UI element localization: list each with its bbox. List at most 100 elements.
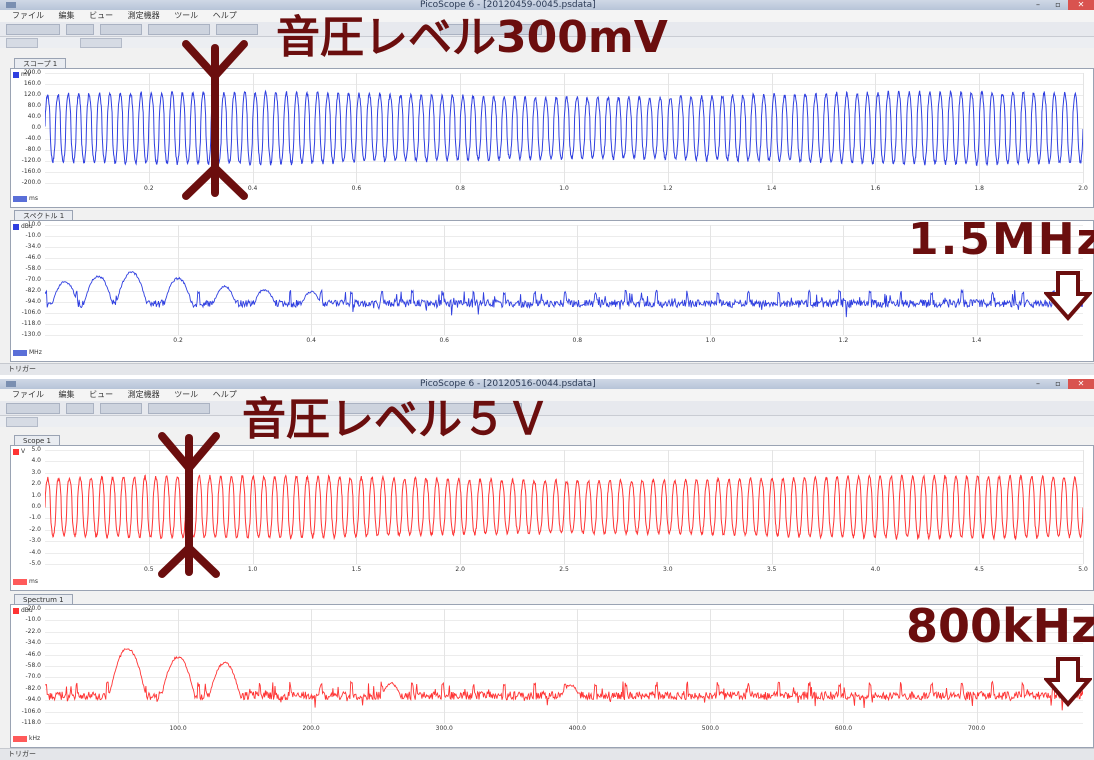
title-bar: PicoScope 6 - [20120516-0044.psdata] – ▫… [0,379,1094,389]
toolbar-button[interactable] [100,24,142,35]
toolbar-button[interactable] [148,24,210,35]
grid-line [45,609,1083,610]
tab-scope-1[interactable]: スコープ 1 [14,58,67,69]
grid-line [45,291,1083,292]
grid-line [979,450,981,564]
maximize-button[interactable]: ▫ [1055,0,1061,9]
toolbar-button[interactable] [80,38,122,48]
grid-line [45,335,1083,336]
menu-edit[interactable]: 編集 [58,390,75,399]
grid-line [667,73,669,183]
tab-scope-1[interactable]: Scope 1 [14,435,61,446]
y-tick-label: 3.0 [31,468,41,476]
toolbar-button[interactable] [216,24,258,35]
y-tick-label: -40.0 [25,135,41,142]
menu-help[interactable]: ヘルプ [212,390,237,399]
x-tick-label: 700.0 [967,725,986,732]
grid-line [45,564,1083,565]
menu-view[interactable]: ビュー [89,11,114,20]
y-tick-label: -3.0 [29,537,41,545]
grid-line [976,609,978,723]
level-annotation-2: 音圧レベル５Ｖ [242,394,550,445]
toolbar-button[interactable] [6,417,38,427]
grid-line [45,654,1083,656]
grid-line [843,225,845,335]
menu-view[interactable]: ビュー [89,390,114,399]
frequency-annotation-1: 1.5MHz [908,214,1094,265]
y-tick-label: 4.0 [31,457,41,465]
maximize-button[interactable]: ▫ [1055,379,1061,388]
waveform-svg [45,474,1083,541]
y-tick-label: -4.0 [29,548,41,556]
x-tick-label: 1.6 [870,185,881,192]
x-tick-label: 2.0 [1078,185,1088,192]
tab-spectrum-1[interactable]: Spectrum 1 [14,594,73,605]
grid-line [178,609,180,723]
grid-line [45,643,1083,645]
trigger-status[interactable]: トリガー [8,365,36,373]
menu-measure[interactable]: 測定機器 [127,390,160,399]
menu-measure[interactable]: 測定機器 [127,11,160,20]
x-tick-label: 0.4 [306,337,316,344]
grid-line [45,280,1083,281]
x-unit-label: ms [13,578,38,585]
y-tick-label: -120.0 [21,157,41,164]
close-button[interactable]: ✕ [1068,0,1094,10]
x-tick-label: 1.5 [351,566,362,573]
trigger-status[interactable]: トリガー [8,750,36,758]
grid-line [45,247,1083,248]
x-tick-label: 0.2 [173,337,183,344]
grid-line [667,450,669,564]
grid-line [45,236,1083,237]
menu-file[interactable]: ファイル [12,11,44,20]
grid-line [45,723,1083,724]
toolbar-button[interactable] [148,403,210,414]
toolbar-button[interactable] [100,403,142,414]
minimize-button[interactable]: – [1036,0,1040,9]
y-tick-label: -10.0 [25,616,41,624]
x-tick-label: 0.4 [247,185,258,192]
grid-line [311,609,313,723]
y-tick-label: 40.0 [27,113,41,120]
close-button[interactable]: ✕ [1068,379,1094,389]
y-tick-label: -34.0 [25,639,41,647]
y-tick-label: -2.0 [29,525,41,533]
toolbar-button[interactable] [340,403,522,414]
toolbar-button[interactable] [6,38,38,48]
toolbar-button[interactable] [66,403,94,414]
x-tick-label: 1.8 [974,185,984,192]
y-tick-label: -10.0 [25,232,41,239]
grid-line [252,73,254,183]
menu-edit[interactable]: 編集 [58,11,75,20]
x-tick-label: 0.5 [144,566,154,573]
grid-line [178,225,180,335]
tab-spectrum-1[interactable]: スペクトル 1 [14,210,74,221]
menu-tools[interactable]: ツール [174,390,199,399]
y-tick-label: -1.0 [29,514,41,522]
toolbar-button[interactable] [66,24,94,35]
x-tick-label: 1.4 [971,337,982,344]
grid-line [45,225,1083,226]
x-unit-label: kHz [13,735,40,742]
down-arrow-icon [1044,271,1092,322]
title-bar: PicoScope 6 - [20120459-0045.psdata] – ▫… [0,0,1094,10]
toolbar-button[interactable] [440,24,542,35]
x-tick-label: 5.0 [1078,566,1088,573]
y-tick-label: 1.0 [31,491,41,499]
toolbar-button[interactable] [6,403,60,414]
app-icon [6,381,16,387]
grid-line [148,73,150,183]
menu-help[interactable]: ヘルプ [212,11,237,20]
menu-tools[interactable]: ツール [174,11,199,20]
x-tick-label: 300.0 [435,725,453,732]
y-tick-label: 10.0 [27,221,41,228]
secondary-toolbar [0,37,1094,48]
grid-line [45,324,1083,325]
minimize-button[interactable]: – [1036,379,1040,388]
grid-line [577,609,579,723]
toolbar-button[interactable] [6,24,60,35]
y-tick-label: 0.0 [31,503,41,510]
menu-file[interactable]: ファイル [12,390,44,399]
y-tick-label: -82.0 [25,287,41,294]
amplitude-marker-2 [158,432,220,578]
